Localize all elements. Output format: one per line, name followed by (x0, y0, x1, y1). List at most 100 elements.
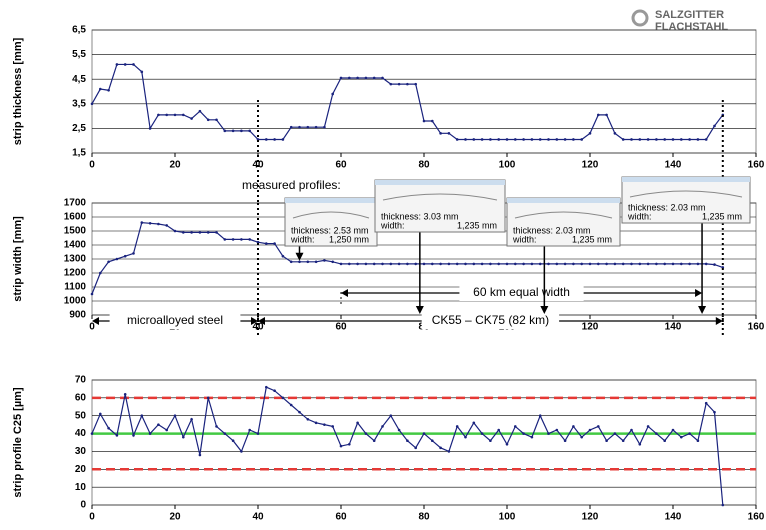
data-point (423, 432, 426, 435)
data-point (141, 71, 144, 74)
box-text: 1,235 mm (572, 234, 612, 244)
data-point (348, 263, 351, 266)
data-point (705, 402, 708, 405)
data-point (539, 414, 542, 417)
x-tick-label: 120 (582, 512, 599, 523)
data-point (464, 138, 467, 141)
data-point (373, 439, 376, 442)
data-point (323, 126, 326, 129)
data-point (190, 418, 193, 421)
data-point (564, 263, 567, 266)
data-point (224, 432, 227, 435)
data-point (398, 263, 401, 266)
data-point (165, 224, 168, 227)
data-point (655, 432, 658, 435)
data-point (589, 132, 592, 135)
data-point (174, 114, 177, 117)
y-tick-label: 1,5 (72, 148, 86, 159)
data-point (99, 272, 102, 275)
data-point (672, 429, 675, 432)
data-point (265, 386, 268, 389)
y-tick-label: 5,5 (72, 49, 86, 60)
data-point (290, 404, 293, 407)
data-point (190, 231, 193, 234)
y-tick-label: 40 (75, 428, 87, 439)
data-point (713, 411, 716, 414)
data-point (688, 263, 691, 266)
data-point (680, 138, 683, 141)
box-header (285, 198, 377, 203)
data-point (580, 436, 583, 439)
data-point (514, 263, 517, 266)
data-point (331, 425, 334, 428)
data-point (431, 439, 434, 442)
data-point (124, 255, 127, 258)
data-point (614, 132, 617, 135)
data-point (572, 425, 575, 428)
chart: SALZGITTER FLACHSTAHL Ein Unternehmen de… (0, 0, 766, 530)
data-point (630, 263, 633, 266)
data-point (663, 439, 666, 442)
data-point (232, 130, 235, 133)
data-point (605, 439, 608, 442)
x-tick-label: 140 (665, 512, 682, 523)
annotation-title: measured profiles: (242, 178, 341, 192)
data-point (497, 263, 500, 266)
data-point (232, 439, 235, 442)
y-axis-label: strip thickness [mm] (12, 37, 24, 145)
box-text: width: (380, 220, 405, 230)
data-point (680, 436, 683, 439)
data-point (481, 432, 484, 435)
data-point (514, 425, 517, 428)
y-axis-label: strip width [mm] (12, 216, 24, 302)
data-point (539, 263, 542, 266)
data-point (448, 132, 451, 135)
data-point (365, 263, 368, 266)
y-tick-label: 6,5 (72, 25, 86, 36)
data-point (307, 418, 310, 421)
data-point (91, 293, 94, 296)
data-point (688, 432, 691, 435)
data-point (572, 138, 575, 141)
data-point (265, 242, 268, 245)
data-point (439, 447, 442, 450)
data-point (406, 83, 409, 86)
data-point (672, 263, 675, 266)
data-point (290, 126, 293, 129)
data-point (622, 439, 625, 442)
data-point (713, 125, 716, 128)
data-point (365, 77, 368, 80)
data-point (199, 110, 202, 113)
data-point (647, 138, 650, 141)
data-point (107, 427, 110, 430)
data-point (614, 432, 617, 435)
data-point (564, 138, 567, 141)
data-point (381, 263, 384, 266)
data-point (124, 393, 127, 396)
data-point (373, 263, 376, 266)
data-point (257, 432, 260, 435)
data-point (157, 423, 160, 426)
box-text: width: (512, 234, 537, 244)
data-point (456, 263, 459, 266)
y-tick-label: 1500 (64, 226, 87, 237)
data-point (390, 414, 393, 417)
plot-area (92, 30, 756, 153)
x-tick-label: 160 (748, 160, 765, 171)
logo-mark (633, 11, 647, 25)
data-point (107, 89, 110, 92)
data-point (680, 263, 683, 266)
x-tick-label: 80 (418, 512, 430, 523)
x-tick-label: 120 (582, 322, 599, 333)
data-point (224, 238, 227, 241)
data-point (639, 443, 642, 446)
x-tick-label: 60 (335, 512, 347, 523)
data-point (224, 130, 227, 133)
data-point (605, 263, 608, 266)
data-point (381, 425, 384, 428)
y-tick-label: 1600 (64, 212, 87, 223)
data-point (614, 263, 617, 266)
data-point (248, 130, 251, 133)
span-label: microalloyed steel (127, 313, 223, 327)
